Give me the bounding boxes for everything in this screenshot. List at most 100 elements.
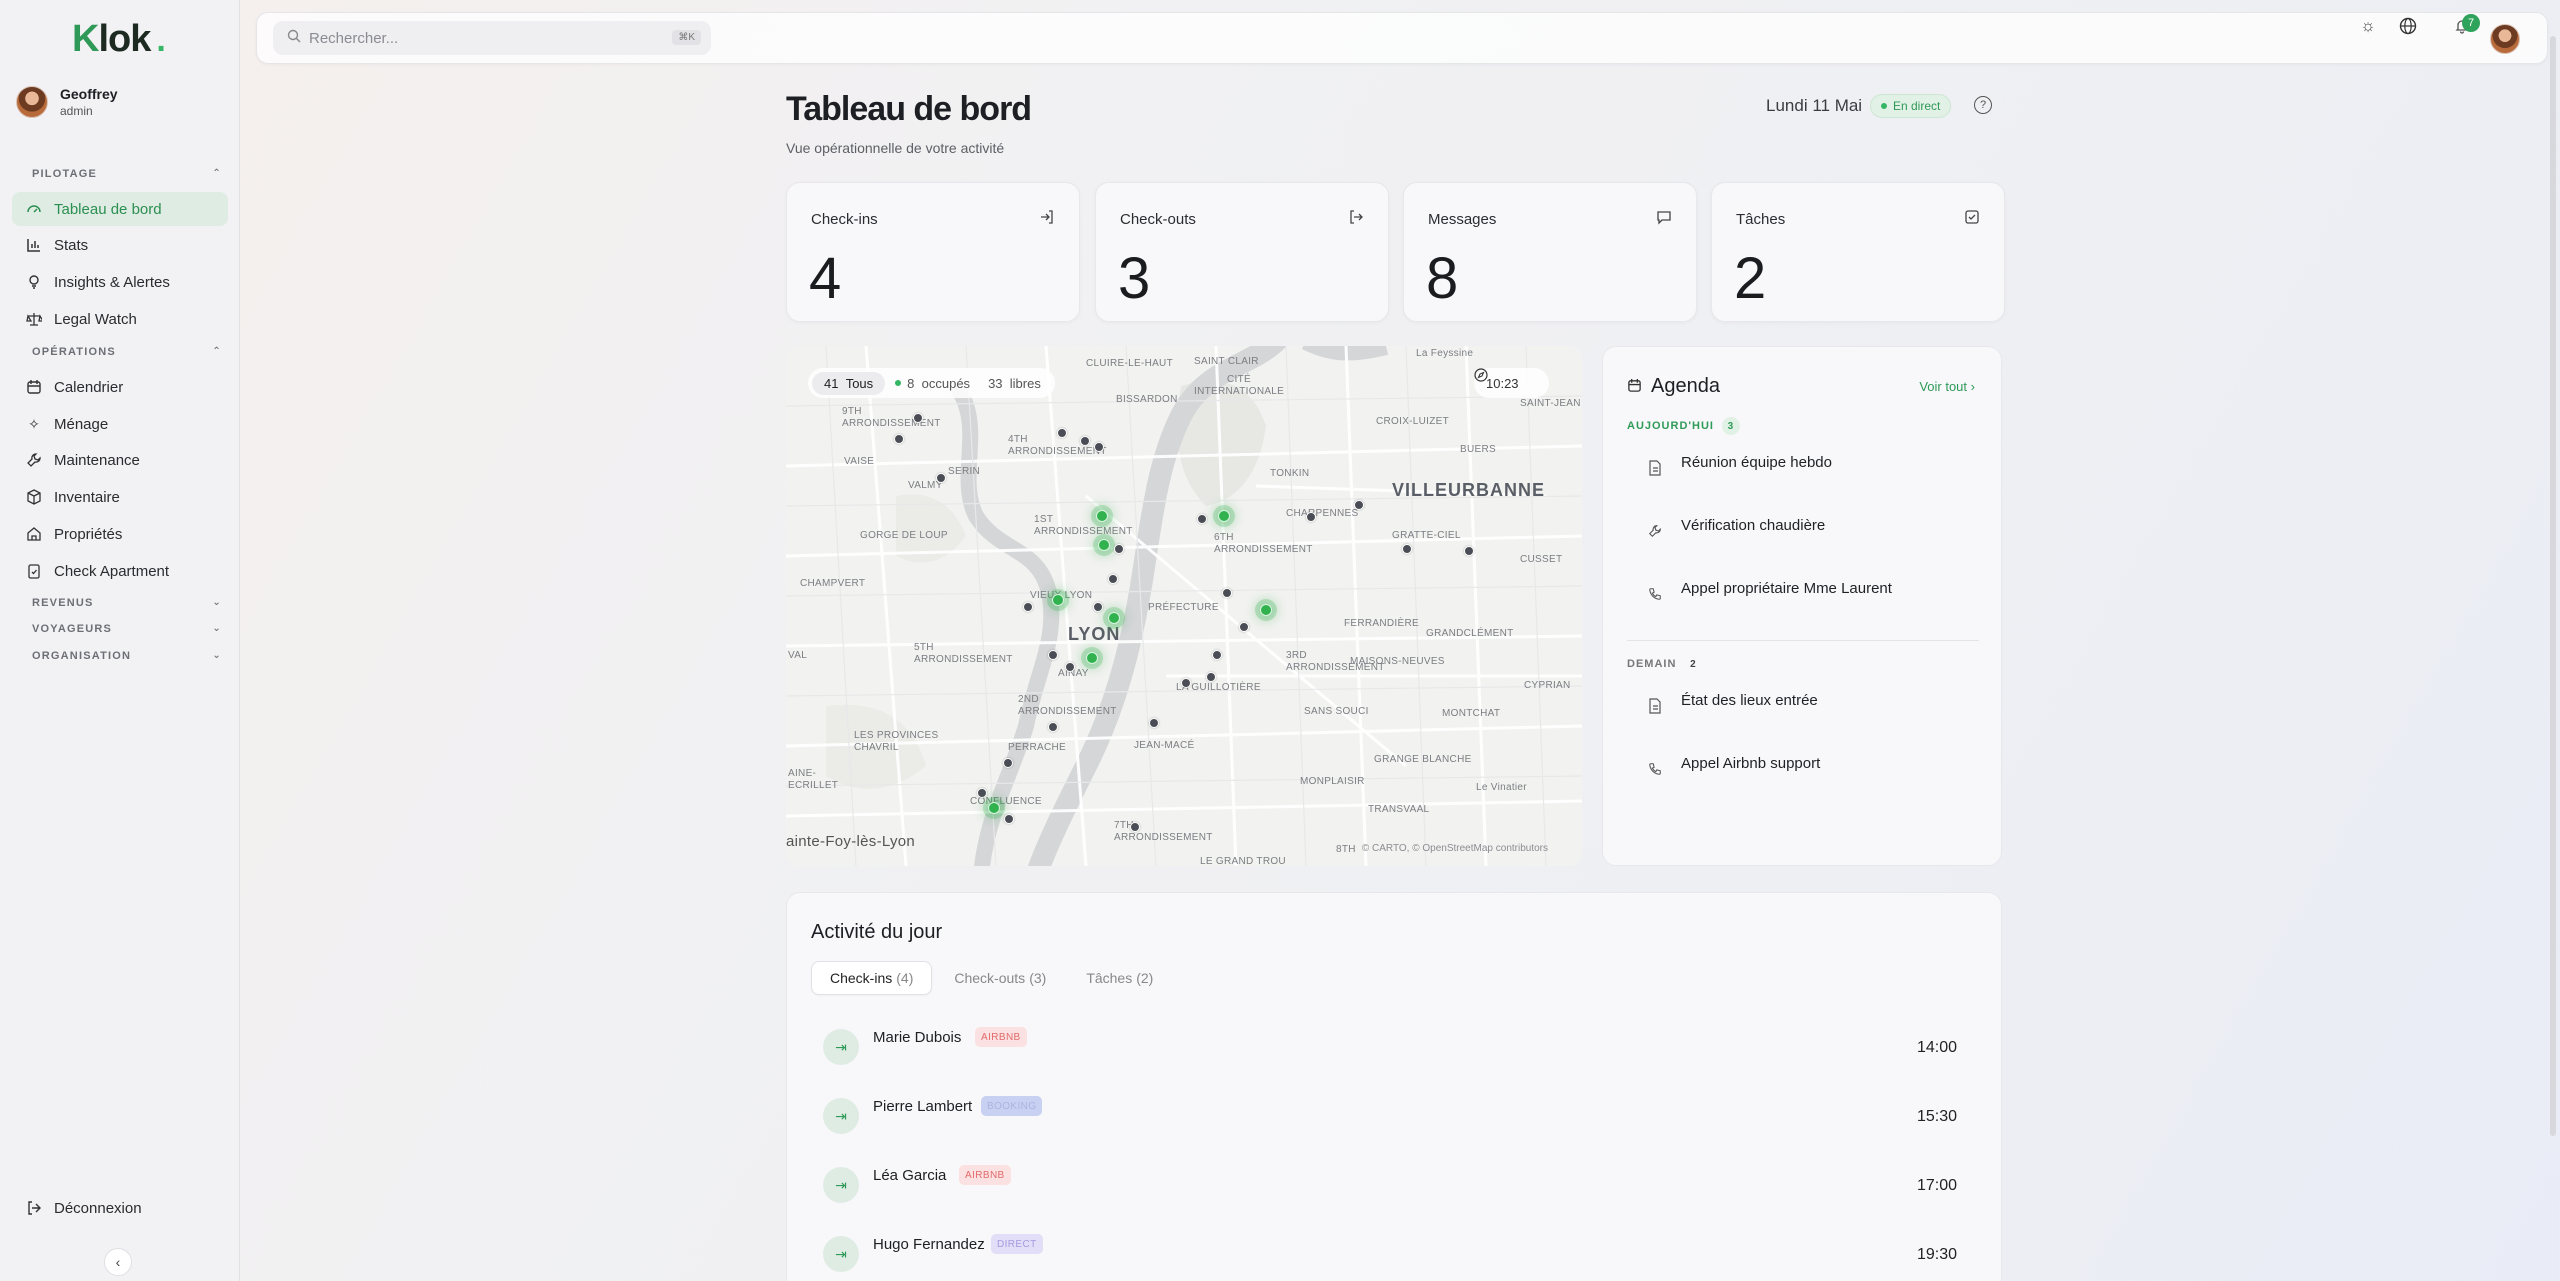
property-pin[interactable] [1212, 650, 1222, 660]
sidebar-item-inventaire[interactable]: Inventaire [12, 480, 228, 514]
globe-icon[interactable] [2396, 14, 2420, 38]
property-pin[interactable] [1108, 574, 1118, 584]
help-icon[interactable]: ? [1974, 96, 1992, 114]
property-pin[interactable] [1048, 722, 1058, 732]
agenda-item[interactable]: Appel propriétaire Mme Laurent [1627, 575, 1977, 615]
property-pin[interactable] [1080, 436, 1090, 446]
collapse-sidebar-button[interactable]: ‹ [104, 1248, 132, 1276]
property-pin[interactable] [1149, 718, 1159, 728]
section-pilotage[interactable]: PILOTAGE ⌃ [32, 168, 222, 180]
filter-occupied-button[interactable]: 8 occupés [895, 376, 970, 391]
section-revenus[interactable]: REVENUS ⌄ [32, 597, 222, 609]
property-pin[interactable] [1094, 442, 1104, 452]
sidebar-item-stats[interactable]: Stats [12, 228, 228, 262]
tab-taches[interactable]: Tâches (2) [1068, 961, 1171, 995]
agenda-item[interactable]: État des lieux entrée [1627, 687, 1977, 727]
property-pin[interactable] [1114, 544, 1124, 554]
property-pin[interactable] [1023, 602, 1033, 612]
source-badge: AIRBNB [959, 1165, 1011, 1185]
property-pin[interactable] [913, 413, 923, 423]
tab-checkins[interactable]: Check-ins (4) [811, 961, 933, 995]
property-pin-occupied[interactable] [1108, 612, 1120, 624]
property-pin-occupied[interactable] [1098, 539, 1110, 551]
sidebar-item-check-apartment[interactable]: Check Apartment [12, 554, 228, 588]
property-pin-occupied[interactable] [1052, 594, 1064, 606]
map-label: BISSARDON [1116, 394, 1178, 405]
home-icon [26, 526, 42, 542]
stat-value: 8 [1426, 246, 1459, 311]
agenda-panel: Agenda Voir tout › AUJOURD'HUI 3 Réunion … [1602, 346, 2002, 866]
map-label: 2ND ARRONDISSEMENT [1018, 694, 1117, 717]
property-pin[interactable] [1402, 544, 1412, 554]
sun-icon[interactable]: ☼ [2360, 16, 2376, 35]
property-pin[interactable] [1306, 512, 1316, 522]
property-pin[interactable] [936, 473, 946, 483]
property-pin-occupied[interactable] [988, 802, 1000, 814]
property-pin[interactable] [1093, 602, 1103, 612]
map-label: CUSSET [1520, 554, 1563, 565]
sidebar-item-legal-watch[interactable]: Legal Watch [12, 302, 228, 336]
property-pin[interactable] [1065, 662, 1075, 672]
tab-checkouts[interactable]: Check-outs (3) [936, 961, 1064, 995]
list-item[interactable]: ⇥ Léa Garcia AIRBNB 17:00 [823, 1155, 1973, 1215]
stat-card-checkouts[interactable]: Check-outs 3 [1095, 182, 1389, 322]
property-pin-occupied[interactable] [1218, 510, 1230, 522]
property-pin-occupied[interactable] [1086, 652, 1098, 664]
agenda-item[interactable]: Vérification chaudière [1627, 512, 1977, 552]
property-pin[interactable] [1057, 428, 1067, 438]
app-logo[interactable]: Klok. [72, 18, 166, 60]
properties-map[interactable]: CLUIRE-LE-HAUT SAINT CLAIR CITÉ INTERNAT… [786, 346, 1582, 866]
property-pin[interactable] [1206, 672, 1216, 682]
filter-free-button[interactable]: 33 libres [988, 376, 1041, 391]
property-pin-occupied[interactable] [1260, 604, 1272, 616]
sidebar-item-label: Propriétés [54, 525, 123, 543]
property-pin[interactable] [1354, 500, 1364, 510]
property-pin[interactable] [1464, 546, 1474, 556]
sidebar-item-label: Tableau de bord [54, 200, 162, 218]
property-pin[interactable] [1003, 758, 1013, 768]
property-pin[interactable] [977, 788, 987, 798]
list-item[interactable]: ⇥ Marie Dubois AIRBNB 14:00 [823, 1017, 1973, 1077]
sidebar-item-insights[interactable]: Insights & Alertes [12, 265, 228, 299]
agenda-item[interactable]: Appel Airbnb support [1627, 750, 1977, 790]
user-profile[interactable]: Geoffrey admin [16, 86, 118, 118]
section-voyageurs[interactable]: VOYAGEURS ⌄ [32, 623, 222, 635]
section-organisation[interactable]: ORGANISATION ⌄ [32, 650, 222, 662]
search-input[interactable]: Rechercher... ⌘K [273, 21, 711, 55]
sidebar-item-maintenance[interactable]: Maintenance [12, 443, 228, 477]
filter-all-button[interactable]: 41 Tous [812, 371, 886, 395]
property-pin[interactable] [1181, 678, 1191, 688]
tab-label: Check-outs [954, 970, 1026, 986]
map-label: CONFLUENCE [970, 796, 1042, 807]
page-scrollbar[interactable] [2550, 36, 2556, 1136]
logout-button[interactable]: Déconnexion [12, 1191, 228, 1225]
source-badge: AIRBNB [975, 1027, 1027, 1047]
stat-card-messages[interactable]: Messages 8 [1403, 182, 1697, 322]
property-pin[interactable] [1197, 514, 1207, 524]
list-item[interactable]: ⇥ Pierre Lambert BOOKING 15:30 [823, 1086, 1973, 1146]
list-item[interactable]: ⇥ Hugo Fernandez DIRECT 19:30 [823, 1224, 1973, 1281]
map-label: LES PROVINCES CHAVRIL [854, 730, 939, 753]
sidebar-item-menage[interactable]: ✧ Ménage [12, 407, 228, 441]
property-pin-occupied[interactable] [1096, 510, 1108, 522]
see-all-link[interactable]: Voir tout › [1919, 379, 1975, 394]
stat-card-taches[interactable]: Tâches 2 [1711, 182, 2005, 322]
chevron-down-icon: ⌄ [212, 650, 222, 661]
property-pin[interactable] [894, 434, 904, 444]
property-pin[interactable] [1222, 588, 1232, 598]
stat-card-checkins[interactable]: Check-ins 4 [786, 182, 1080, 322]
sidebar-item-calendar[interactable]: Calendrier [12, 370, 228, 404]
tab-count: (2) [1136, 970, 1154, 986]
sidebar-item-dashboard[interactable]: Tableau de bord [12, 192, 228, 226]
property-pin[interactable] [1048, 650, 1058, 660]
map-label: AINAY [1058, 668, 1089, 679]
filter-label: occupés [921, 375, 971, 391]
sidebar-item-label: Check Apartment [54, 562, 170, 580]
property-pin[interactable] [1004, 814, 1014, 824]
agenda-item[interactable]: Réunion équipe hebdo [1627, 449, 1977, 489]
avatar[interactable] [2490, 24, 2520, 54]
sidebar-item-proprietes[interactable]: Propriétés [12, 517, 228, 551]
property-pin[interactable] [1239, 622, 1249, 632]
property-pin[interactable] [1130, 822, 1140, 832]
section-operations[interactable]: OPÉRATIONS ⌃ [32, 346, 222, 358]
